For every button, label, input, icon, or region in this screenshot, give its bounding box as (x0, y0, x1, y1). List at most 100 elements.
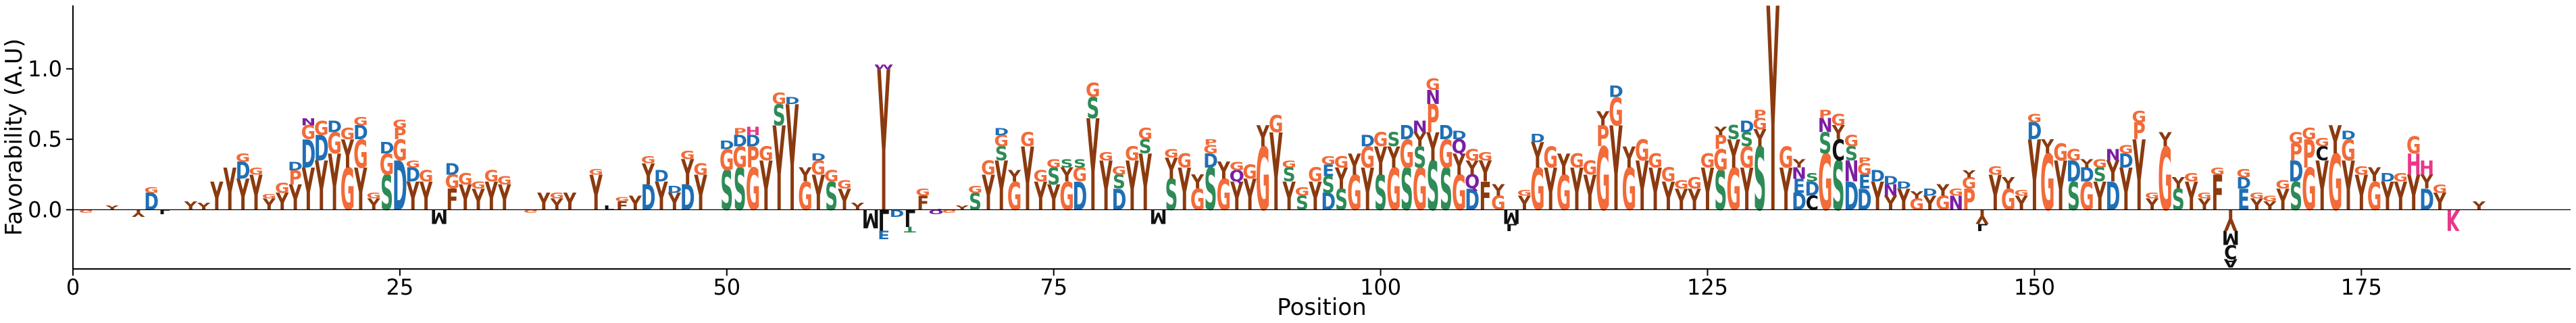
logo-letter-y: Y (563, 189, 577, 216)
logo-letter-g: G (1622, 156, 1636, 224)
logo-letter-y: Y (275, 189, 289, 216)
logo-letter-y: Y (955, 204, 969, 211)
logo-letter-s: S (1388, 130, 1400, 151)
logo-letter-l: L (1977, 222, 1988, 233)
logo-letter-s: S (1440, 156, 1453, 224)
logo-letter-g: G (2394, 171, 2408, 184)
logo-letter-c: C (2224, 240, 2237, 262)
logo-letter-g: G (2158, 129, 2172, 230)
logo-letter-y: Y (1060, 165, 1074, 187)
logo-letter-p: P (1596, 120, 1609, 153)
logo-letter-y: Y (288, 178, 302, 218)
logo-letter-y: Y (1792, 157, 1806, 170)
logo-letter-g: G (1413, 156, 1427, 224)
logo-letter-y: Y (994, 148, 1008, 226)
logo-letter-g: G (484, 167, 499, 185)
logo-letter-y: Y (484, 175, 498, 220)
logo-letter-p: P (1963, 184, 1975, 217)
logo-letter-g: G (2197, 191, 2211, 201)
logo-letter-q: Q (928, 208, 943, 215)
logo-letter-g: G (1242, 162, 1257, 184)
logo-letter-g: G (1648, 151, 1662, 172)
logo-letter-y: Y (262, 195, 276, 214)
logo-letter-y: Y (2472, 199, 2486, 213)
logo-letter-d: D (1844, 175, 1859, 220)
logo-letter-g: G (2236, 167, 2251, 180)
logo-letter-d: D (2067, 155, 2081, 189)
logo-letter-g: G (1818, 138, 1832, 228)
logo-letter-g: G (732, 141, 747, 174)
logo-letter-y: Y (302, 156, 315, 224)
x-tick-label: 100 (1360, 274, 1401, 300)
logo-letter-g: G (811, 157, 826, 179)
logo-letter-d: D (1465, 184, 1480, 217)
logo-letter-g: G (1425, 76, 1440, 94)
logo-letter-y: Y (2381, 175, 2394, 220)
logo-letter-d: D (2236, 174, 2251, 193)
logo-letter-g: G (915, 187, 930, 198)
logo-letter-y: Y (197, 201, 211, 212)
logo-letter-g: G (2315, 136, 2329, 149)
logo-letter-g: G (2132, 108, 2146, 126)
logo-letter-y: Y (1138, 138, 1152, 228)
logo-letter-g: G (1936, 193, 1950, 214)
logo-letter-y: Y (1021, 129, 1034, 230)
logo-letter-s: S (1727, 122, 1740, 144)
logo-letter-s: S (1806, 171, 1819, 184)
logo-letter-y: Y (1713, 124, 1727, 138)
logo-letter-y: Y (2276, 184, 2290, 217)
logo-letter-c: C (2316, 143, 2329, 165)
logo-letter-y: Y (1178, 156, 1191, 224)
logo-letter-g: G (1752, 115, 1767, 133)
logo-letter-g: G (2119, 143, 2133, 156)
logo-letter-s: S (1832, 148, 1845, 226)
logo-letter-y: Y (1282, 175, 1296, 220)
logo-letter-g: G (1046, 157, 1061, 170)
logo-letter-s: S (2172, 184, 2185, 217)
logo-letter-s: S (1047, 164, 1060, 191)
logo-letter-g: G (798, 175, 812, 220)
logo-letter-y: Y (1348, 149, 1362, 182)
logo-letter-l: L (878, 203, 890, 236)
axes: 0 25 50 75 100 125 150 175 0.0 0.5 1.0 (28, 5, 2571, 300)
logo-letter-y: Y (2158, 130, 2173, 151)
logo-letter-g: G (1687, 174, 1701, 193)
logo-letter-y: Y (550, 195, 564, 214)
logo-letter-m: M (862, 203, 880, 233)
logo-letter-p: P (288, 168, 301, 189)
logo-letter-y: Y (236, 171, 250, 220)
logo-letter-g: G (2341, 134, 2355, 168)
logo-letter-d: D (1792, 189, 1807, 216)
logo-letter-g: G (1400, 132, 1414, 177)
logo-letter-y: Y (1230, 175, 1244, 220)
logo-letter-y: Y (641, 158, 655, 191)
logo-letter-d: D (1923, 187, 1938, 198)
logo-letter-p: P (734, 126, 747, 137)
logo-letter-s: S (734, 156, 747, 224)
logo-letter-g: G (1674, 178, 1689, 192)
logo-letter-m: M (1150, 205, 1167, 226)
logo-letter-t: T (904, 225, 916, 234)
logo-letter-g: G (1059, 175, 1074, 220)
logo-letter-y: Y (184, 199, 198, 213)
logo-letter-y: Y (1661, 175, 1675, 220)
logo-letter-y: Y (772, 102, 786, 237)
logo-letter-g: G (1269, 111, 1284, 138)
logo-letter-y: Y (1426, 126, 1440, 170)
y-axis-label: Favorability (A.U) (1, 39, 28, 236)
logo-letter-y: Y (786, 75, 799, 244)
logo-letter-g: G (314, 118, 328, 140)
logo-letter-y: Y (1622, 141, 1636, 174)
logo-letter-y: Y (1086, 95, 1100, 241)
logo-letter-s: S (1074, 157, 1086, 170)
logo-letter-g: G (1034, 167, 1048, 185)
logo-letter-g: G (1661, 165, 1675, 187)
logo-letter-d: D (353, 122, 368, 144)
logo-letter-d: D (327, 118, 342, 136)
logo-letter-g: G (1543, 141, 1557, 174)
logo-letter-y: Y (249, 165, 263, 222)
logo-letter-s: S (1714, 161, 1727, 224)
logo-letter-y: Y (1727, 132, 1740, 177)
logo-letter-y: Y (1753, 126, 1767, 152)
logo-letter-g: G (1138, 125, 1152, 143)
